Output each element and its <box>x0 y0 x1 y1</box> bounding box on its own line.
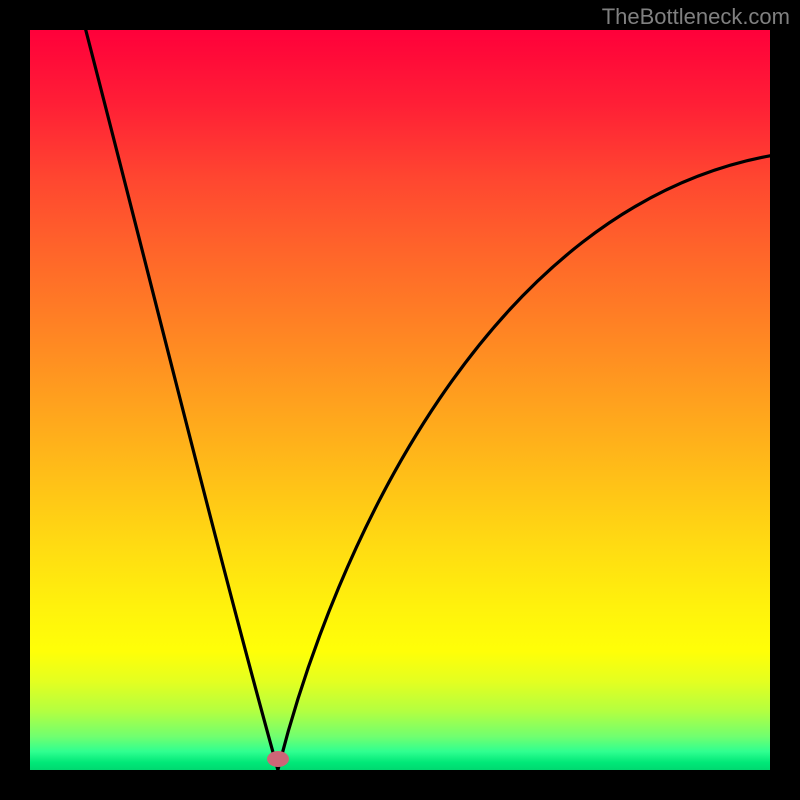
optimal-point-marker <box>267 751 289 767</box>
chart-plot-area <box>30 30 770 770</box>
bottleneck-curve <box>78 0 770 770</box>
chart-curve-svg <box>30 30 770 770</box>
watermark-text: TheBottleneck.com <box>602 4 790 30</box>
